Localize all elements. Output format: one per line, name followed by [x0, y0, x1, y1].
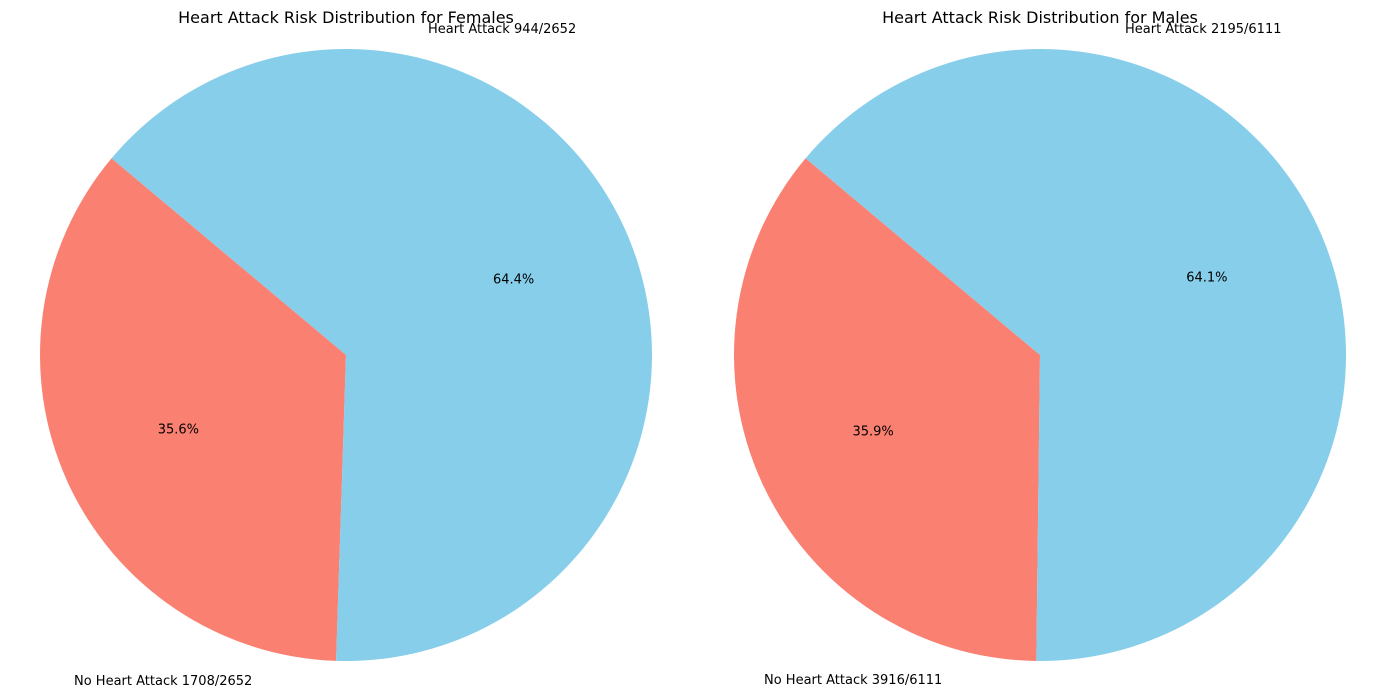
slice-no-heart-attack-females — [111, 48, 653, 661]
chart-title-females: Heart Attack Risk Distribution for Femal… — [178, 8, 514, 27]
slice-heart-attack-females — [39, 158, 346, 661]
slice-label-heart-attack-females: Heart Attack 944/2652 — [428, 22, 577, 37]
percent-label-heart-attack-females: 35.6% — [157, 422, 200, 438]
slice-heart-attack-males — [734, 158, 1040, 661]
percent-label-no-heart-attack-males: 64.1% — [1186, 270, 1228, 286]
percent-label-no-heart-attack-females: 64.4% — [492, 272, 535, 288]
slice-label-no-heart-attack-males: No Heart Attack 3916/6111 — [764, 673, 943, 688]
slice-label-no-heart-attack-females: No Heart Attack 1708/2652 — [74, 674, 253, 689]
slice-label-heart-attack-males: Heart Attack 2195/6111 — [1125, 22, 1282, 37]
percent-label-heart-attack-males: 35.9% — [852, 424, 894, 440]
chart-title-males: Heart Attack Risk Distribution for Males — [882, 8, 1198, 27]
pie-chart-females — [39, 48, 653, 661]
slice-no-heart-attack-males — [805, 48, 1346, 661]
pie-chart-males — [734, 48, 1346, 661]
